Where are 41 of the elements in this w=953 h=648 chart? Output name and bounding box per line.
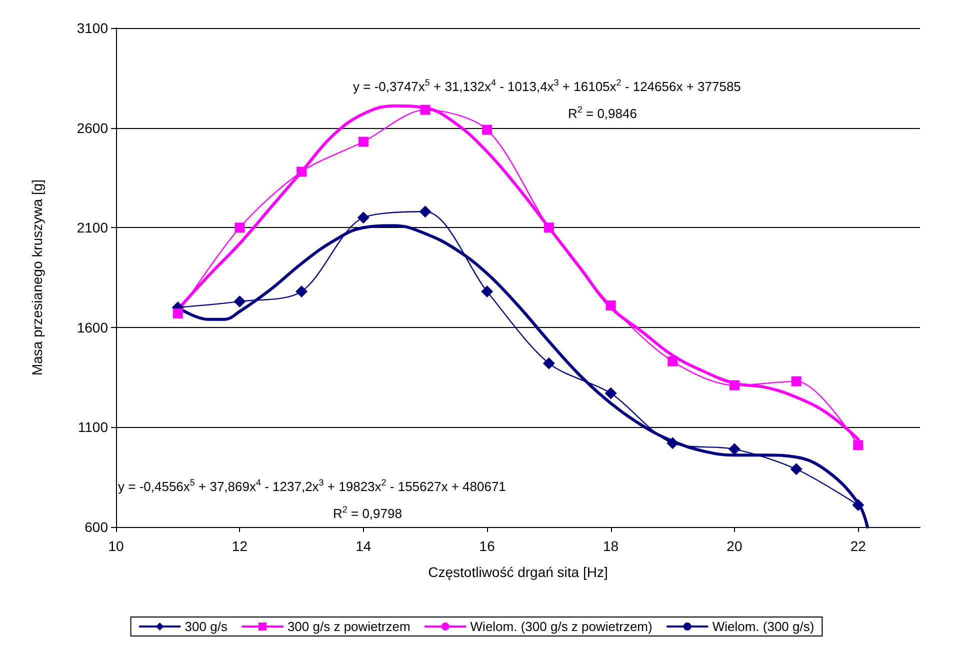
x-tick-label: 14 [356, 538, 372, 554]
point [728, 443, 740, 456]
x-tick-label: 10 [108, 538, 124, 554]
y-tick-label: 2100 [76, 220, 108, 236]
legend-label: 300 g/s z powietrzem [287, 619, 410, 634]
point [852, 499, 864, 512]
y-axis-title: Masa przesianego kruszywa [g] [29, 179, 45, 376]
x-tick-label: 20 [726, 538, 742, 554]
point [606, 300, 616, 310]
point [791, 376, 802, 386]
x-tick-label: 22 [850, 538, 866, 554]
point [482, 124, 492, 135]
point [357, 212, 370, 224]
point [420, 104, 430, 115]
point [358, 136, 368, 147]
x-axis-title: Częstotliwość drgań sita [Hz] [428, 564, 608, 580]
point [790, 463, 802, 476]
point [419, 206, 432, 218]
point [296, 166, 307, 177]
point [481, 285, 494, 298]
point [234, 295, 246, 308]
y-tick-label: 2600 [76, 120, 108, 136]
legend-label: Wielom. (300 g/s z powietrzem) [470, 619, 652, 634]
point [172, 308, 183, 318]
legend-label: 300 g/s [184, 619, 228, 634]
y-tick-label: 3100 [76, 20, 108, 36]
legend-label: Wielom. (300 g/s) [712, 619, 814, 634]
point [296, 285, 308, 298]
point [604, 387, 617, 400]
point [544, 222, 554, 233]
x-tick-label: 12 [232, 538, 248, 554]
y-tick-label: 600 [84, 519, 108, 535]
y-tick-label: 1600 [76, 319, 108, 336]
x-tick-label: 18 [602, 538, 619, 554]
point [853, 440, 864, 450]
point [542, 357, 555, 370]
x-tick-label: 16 [479, 538, 496, 554]
point [668, 356, 678, 366]
point [234, 222, 245, 233]
y-tick-label: 1100 [78, 419, 108, 436]
point [729, 380, 740, 390]
